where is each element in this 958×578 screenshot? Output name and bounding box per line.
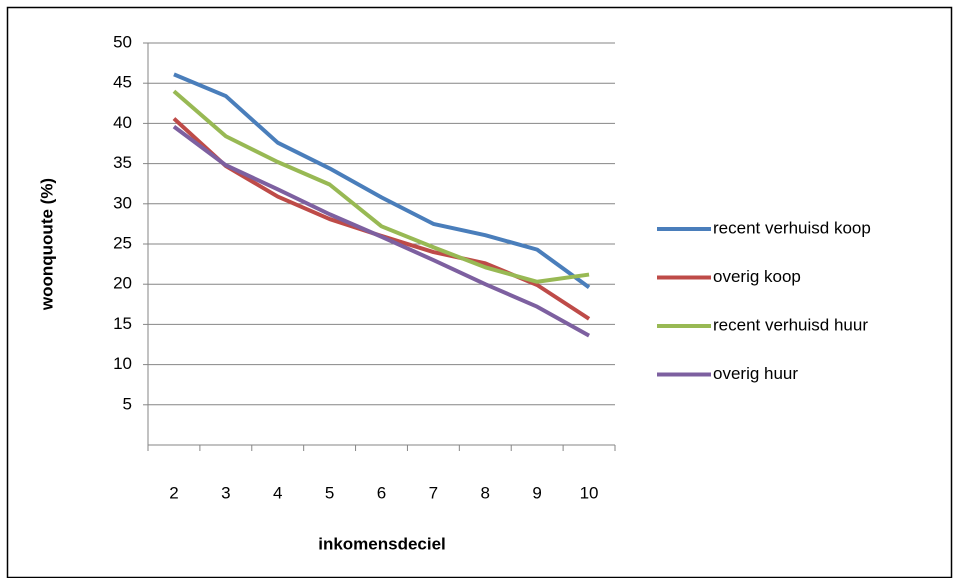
series-line — [173, 72, 591, 290]
legend-label: overig koop — [713, 267, 801, 286]
y-tick-label: 10 — [113, 354, 132, 373]
y-tick-label: 35 — [113, 153, 132, 172]
series-line — [172, 89, 590, 284]
series-line — [172, 125, 591, 338]
x-tick-label: 2 — [169, 483, 178, 502]
y-tick-label: 50 — [113, 32, 132, 51]
x-tick-label: 9 — [532, 483, 541, 502]
x-tick-label: 10 — [580, 483, 599, 502]
y-tick-label: 40 — [113, 113, 132, 132]
x-tick-label: 7 — [429, 483, 438, 502]
y-tick-label: 25 — [113, 233, 132, 252]
legend-label: recent verhuisd huur — [713, 315, 868, 334]
y-tick-label: 20 — [113, 274, 132, 293]
legend-label: overig huur — [713, 364, 798, 383]
legend-label: recent verhuisd koop — [713, 218, 871, 237]
y-tick-label: 30 — [113, 193, 132, 212]
x-tick-label: 3 — [221, 483, 230, 502]
x-tick-label: 5 — [325, 483, 334, 502]
x-tick-label: 8 — [481, 483, 490, 502]
x-axis-label: inkomensdeciel — [318, 534, 446, 553]
y-tick-label: 45 — [113, 73, 132, 92]
x-tick-label: 6 — [377, 483, 386, 502]
y-tick-label: 5 — [123, 394, 132, 413]
chart-border — [6, 6, 953, 578]
y-axis-label: woonquoute (%) — [37, 178, 56, 311]
x-tick-label: 4 — [273, 483, 282, 502]
y-tick-label: 15 — [113, 314, 132, 333]
